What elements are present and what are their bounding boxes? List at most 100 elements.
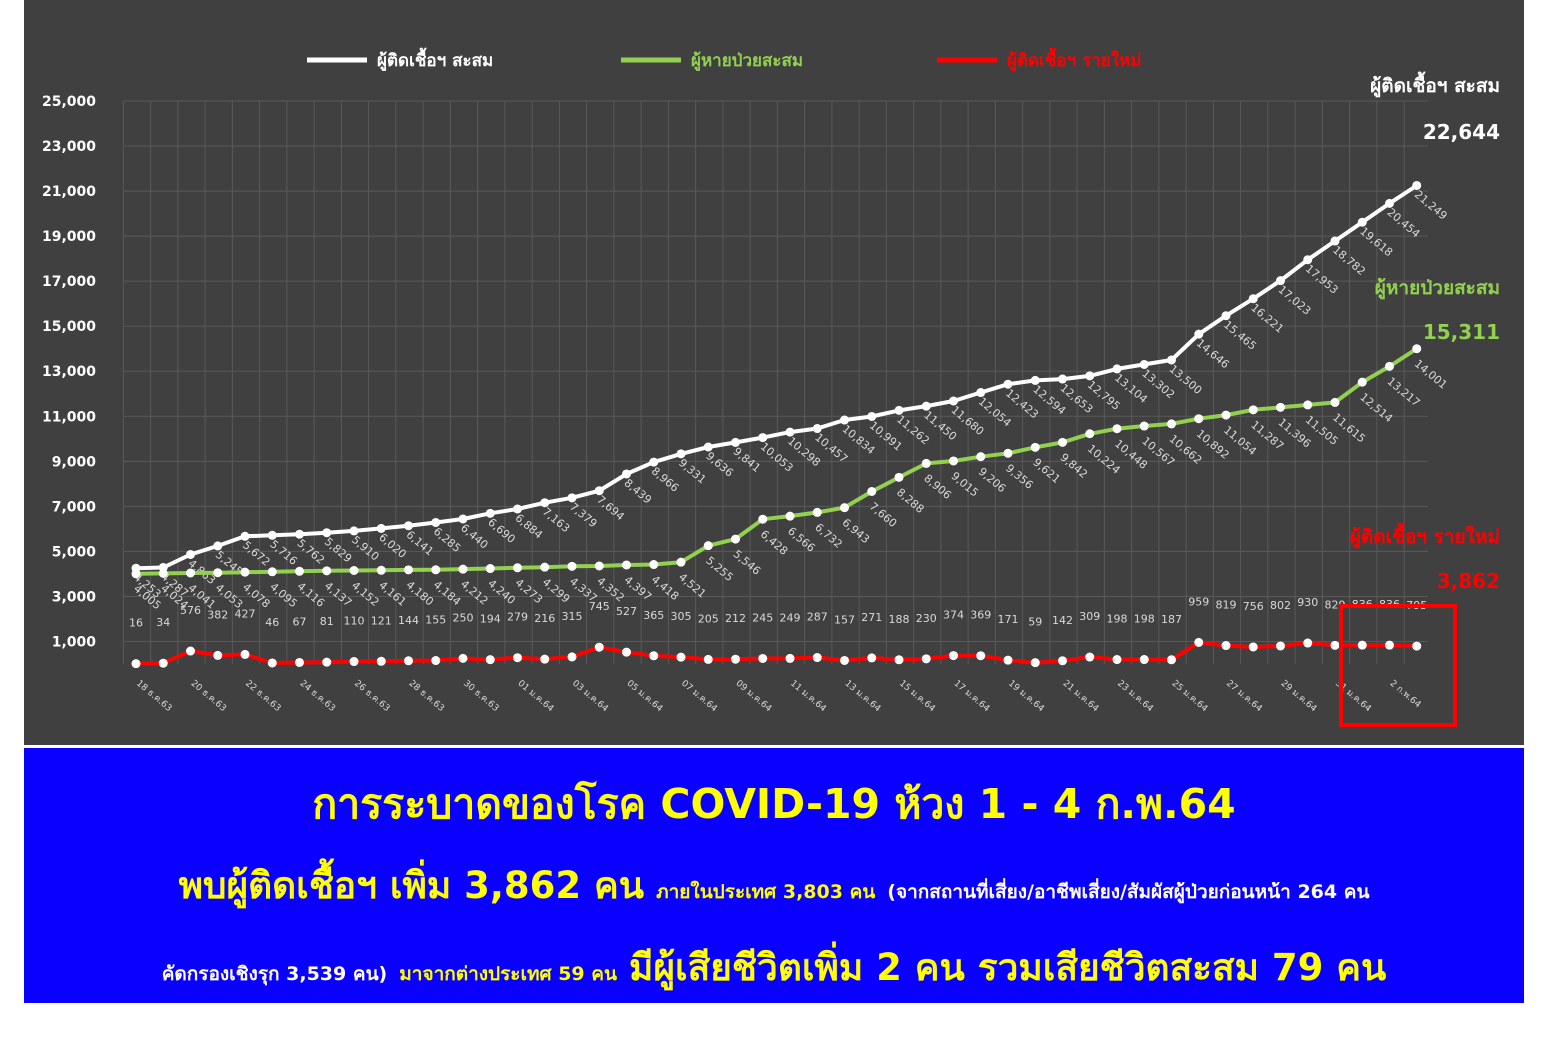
series-1-point (431, 565, 441, 575)
series-2-point (376, 656, 386, 666)
new-cases-data-label: 374 (943, 609, 964, 622)
series-0-point (213, 541, 223, 551)
series-1-point (322, 566, 332, 576)
y-tick-label: 21,000 (42, 184, 96, 200)
series-0-data-label: 5,672 (240, 539, 272, 569)
series-0-point (485, 508, 495, 518)
series-2-point (812, 653, 822, 663)
y-tick-label: 5,000 (52, 544, 97, 560)
new-cases-data-label: 194 (480, 613, 501, 626)
series-1-data-label: 4,299 (540, 576, 572, 606)
series-0-point (186, 549, 195, 559)
series-0-point (812, 424, 822, 434)
series-1-point (1248, 405, 1258, 415)
series-0-point (921, 401, 931, 411)
x-tick-label: 07 ม.ค.64 (679, 679, 719, 715)
series-2-point (158, 658, 168, 668)
series-1-point (267, 567, 277, 577)
series-0-data-label: 6,141 (404, 528, 436, 558)
series-2-point (1385, 640, 1394, 650)
summary-banner: การระบาดของโรค COVID-19 ห้วง 1 - 4 ก.พ.6… (24, 748, 1524, 1003)
series-0-data-label: 7,694 (594, 493, 626, 523)
series-1-point (458, 564, 468, 574)
series-1-point (485, 564, 495, 574)
series-line-0 (135, 183, 1418, 571)
x-tick-label: 26 ธ.ค.63 (352, 679, 391, 714)
y-tick-label: 7,000 (52, 499, 97, 515)
series-0-point (1412, 180, 1422, 190)
new-cases-data-label: 249 (780, 611, 801, 624)
series-0-point (785, 427, 795, 437)
series-1-point (703, 541, 713, 551)
series-1-point (376, 565, 386, 575)
series-0-point (513, 504, 522, 514)
series-1-data-label: 4,137 (322, 579, 354, 609)
series-1-point (1357, 377, 1367, 387)
series-1-point (812, 507, 822, 517)
y-tick-label: 3,000 (52, 589, 97, 605)
new-cases-data-label: 16 (129, 617, 143, 630)
series-1-data-label: 9,206 (976, 465, 1008, 495)
series-1-point (567, 561, 577, 571)
series-1-point (731, 534, 740, 544)
series-2-point (1330, 640, 1340, 650)
series-2-point (840, 655, 849, 665)
series-2-point (731, 654, 740, 664)
domestic-cases-text: ภายในประเทศ 3,803 คน (656, 881, 876, 903)
callout-cumulative-label: ผู้ติดเชื้อฯ สะสม (1370, 71, 1500, 98)
x-tick-label: 27 ม.ค.64 (1224, 679, 1264, 715)
domestic-breakdown-text: (จากสถานที่เสี่ยง/อาชีพเสี่ยง/สัมผัสผู้ป… (887, 881, 1370, 903)
series-1-point (1330, 397, 1340, 407)
series-1-data-label: 5,255 (703, 554, 735, 584)
series-0-point (1221, 311, 1231, 321)
series-1-point (1058, 437, 1067, 447)
series-0-point (1139, 359, 1149, 369)
new-cases-data-label: 756 (1243, 600, 1264, 613)
covid-line-chart: 1,000 3,000 5,000 7,000 9,000 11,000 13,000 15,… (42, 47, 1500, 727)
series-0-point (567, 493, 577, 503)
series-2-point (295, 657, 304, 667)
x-tick-label: 17 ม.ค.64 (952, 679, 992, 715)
series-1-point (1303, 400, 1313, 410)
y-tick-label: 15,000 (42, 319, 96, 335)
y-tick-label: 9,000 (52, 454, 97, 470)
series-1-point (131, 569, 141, 579)
series-1-data-label: 6,428 (758, 528, 790, 558)
new-cases-data-label: 155 (425, 614, 446, 627)
new-cases-data-label: 46 (265, 616, 279, 629)
series-2-point (1085, 652, 1095, 662)
series-0-data-label: 8,966 (649, 464, 681, 494)
y-tick-label: 1,000 (52, 634, 97, 650)
series-0-point (458, 514, 468, 524)
series-2-point (322, 657, 332, 667)
series-0-data-label: 8,439 (622, 476, 654, 506)
legend-label: ผู้ติดเชื้อฯ รายใหม่ (1007, 47, 1141, 72)
series-2-point (513, 653, 522, 663)
new-cases-data-label: 427 (235, 607, 256, 620)
series-0-data-label: 9,331 (676, 456, 708, 486)
new-cases-data-label: 365 (643, 609, 664, 622)
series-0-point (376, 523, 386, 533)
new-cases-data-label: 230 (916, 612, 937, 625)
series-2-point (485, 655, 495, 665)
series-1-point (513, 563, 522, 573)
new-cases-data-label: 527 (616, 605, 637, 618)
series-2-point (1412, 641, 1422, 651)
series-0-data-label: 14,646 (1194, 337, 1232, 372)
active-screening-text: คัดกรองเชิงรุก 3,539 คน) (161, 963, 388, 985)
y-tick-label: 19,000 (42, 229, 96, 245)
series-2-point (267, 658, 277, 668)
series-2-point (1194, 637, 1204, 647)
series-1-point (240, 567, 250, 577)
series-1-point (594, 561, 604, 571)
series-2-point (785, 653, 795, 663)
x-tick-label: 28 ธ.ค.63 (407, 679, 446, 714)
series-0-point (1248, 294, 1258, 304)
series-1-point (785, 511, 795, 521)
new-cases-data-label: 205 (698, 612, 719, 625)
series-2-point (1357, 640, 1367, 650)
new-cases-data-label: 315 (562, 610, 583, 623)
series-2-point (622, 647, 631, 657)
new-cases-data-label: 271 (861, 611, 882, 624)
x-tick-label: 22 ธ.ค.63 (243, 679, 282, 714)
